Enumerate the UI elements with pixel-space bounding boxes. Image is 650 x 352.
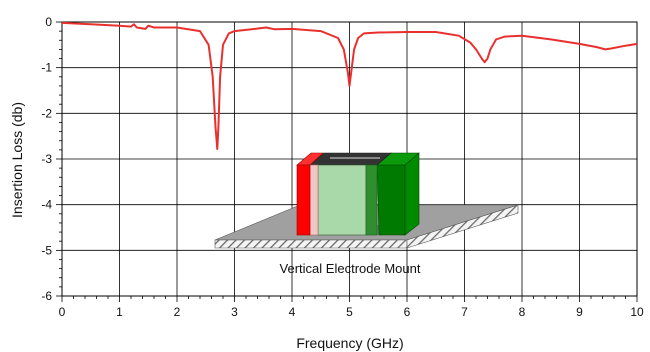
x-tick-label: 8 [519,305,526,319]
y-tick-label: -1 [41,61,52,75]
electrode-right-side [404,152,420,236]
body-front [317,164,367,236]
body-left-strip [309,164,319,236]
x-tick-label: 3 [231,305,238,319]
insertion-loss-line [61,21,638,150]
x-tick-labels: 0 1 2 3 4 5 6 7 8 9 10 [59,305,644,319]
electrode-right-front [376,164,406,236]
electrode-left-front [296,164,311,236]
body-top [309,152,392,166]
y-axis-label: Insertion Loss (db) [9,102,25,218]
y-tick-label: 0 [45,15,52,29]
body-side-strip [365,164,378,236]
x-tick-label: 4 [289,305,296,319]
inset-illustration: Vertical Electrode Mount [214,152,519,276]
y-tick-label: -6 [41,289,52,303]
y-tick-label: -2 [41,106,52,120]
base-plate-side [406,204,519,249]
x-tick-label: 1 [116,305,123,319]
y-tick-label: -5 [41,243,52,257]
x-tick-label: 9 [576,305,583,319]
y-tick-label: -3 [41,152,52,166]
x-tick-label: 2 [174,305,181,319]
y-tick-label: -4 [41,198,52,212]
x-tick-label: 6 [404,305,411,319]
x-tick-label: 5 [346,305,353,319]
x-tick-label: 7 [461,305,468,319]
x-tick-label: 0 [59,305,66,319]
x-axis-label: Frequency (GHz) [296,335,403,351]
base-plate-front [214,239,408,249]
inset-caption: Vertical Electrode Mount [280,261,421,276]
x-tick-label: 10 [630,305,644,319]
y-tick-labels: 0 -1 -2 -3 -4 -5 -6 [41,15,52,303]
minor-ticks [56,21,638,302]
